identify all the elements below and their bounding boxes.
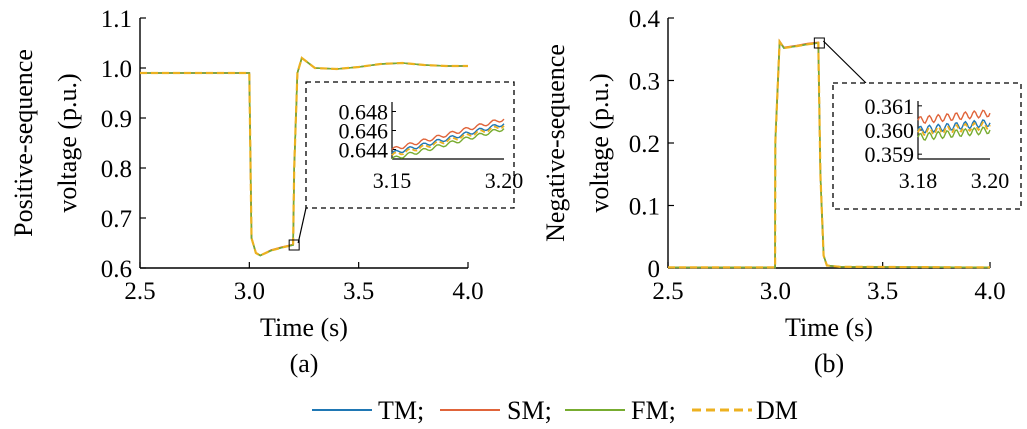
x-tick-label: 3.5 — [867, 278, 898, 305]
y-tick-label: 0.1 — [629, 194, 660, 221]
chart-panel-a: 2.5 3.0 3.5 4.0 0.6 0.7 0.8 0.9 1.0 1.1 Time (s) Po… — [9, 6, 523, 378]
inset-series-line-sm — [917, 109, 991, 124]
y-tick-label: 0.7 — [101, 206, 132, 233]
series-line-dm — [140, 56, 468, 257]
x-tick-label: 3.5 — [343, 278, 374, 305]
inset-frame — [305, 81, 515, 209]
x-axis-label: Time (s) — [260, 313, 348, 342]
inset-x-tick-label: 3.18 — [899, 168, 938, 193]
inset-x-tick-label: 3.15 — [373, 168, 412, 193]
inset-y-tick-label: 0.646 — [339, 119, 389, 144]
x-tick-label: 2.5 — [124, 278, 155, 305]
x-tick-label: 4.0 — [974, 278, 1005, 305]
chart-panel-b: 2.5 3.0 3.5 4.0 0 0.1 0.2 0.3 0.4 Time (s) Negativ… — [541, 6, 1022, 378]
y-tick-label: 0 — [648, 256, 661, 283]
inset-series-line-sm — [391, 118, 505, 150]
y-tick-label: 0.3 — [629, 69, 660, 96]
zoom-marker — [813, 37, 825, 49]
inset-y-tick-label: 0.359 — [865, 142, 915, 167]
zoom-connector — [297, 207, 307, 244]
inset-series-line-fm — [917, 126, 991, 141]
inset-series-line-tm — [391, 123, 505, 154]
x-tick-label: 2.5 — [652, 278, 683, 305]
inset-y-tick-label: 0.644 — [339, 138, 389, 163]
y-tick-label: 1.1 — [101, 6, 132, 33]
inset-series-line-tm — [917, 119, 991, 134]
y-axis-label: voltage (p.u.) — [585, 73, 614, 212]
y-axis-label: Positive-sequence — [9, 49, 38, 237]
inset-x-tick-label: 3.20 — [485, 168, 524, 193]
y-tick-label: 0.6 — [101, 256, 132, 283]
legend-label-sm: SM; — [507, 396, 552, 425]
inset-series-line-fm — [391, 128, 505, 160]
x-tick-label: 3.0 — [234, 278, 265, 305]
y-tick-label: 0.4 — [629, 6, 661, 33]
inset-y-tick-label: 0.360 — [865, 118, 915, 143]
x-tick-label: 3.0 — [760, 278, 791, 305]
y-tick-label: 0.9 — [101, 106, 132, 133]
legend-label-fm: FM; — [631, 396, 676, 425]
inset-series-line-dm — [391, 125, 505, 156]
x-tick-label: 4.0 — [452, 278, 483, 305]
zoom-connector — [822, 40, 867, 84]
legend-label-dm: DM — [756, 396, 798, 425]
legend-label-tm: TM; — [378, 396, 424, 425]
y-tick-label: 1.0 — [101, 56, 132, 83]
inset-series-line-dm — [917, 121, 991, 137]
y-tick-label: 0.2 — [629, 131, 660, 158]
series-line-dm — [668, 38, 991, 269]
y-axis-label: voltage (p.u.) — [53, 73, 82, 212]
y-tick-label: 0.8 — [101, 156, 132, 183]
inset-x-tick-label: 3.20 — [971, 168, 1010, 193]
inset-y-tick-label: 0.361 — [865, 94, 915, 119]
inset-y-tick-label: 0.648 — [339, 100, 389, 125]
zoom-marker — [288, 239, 300, 251]
panel-label: (a) — [290, 349, 319, 378]
legend: TM; SM; FM; DM — [312, 396, 798, 425]
x-axis-label: Time (s) — [785, 313, 873, 342]
inset-frame — [832, 82, 1022, 210]
panel-label: (b) — [814, 349, 844, 378]
y-axis-label: Negative-sequence — [541, 44, 570, 242]
